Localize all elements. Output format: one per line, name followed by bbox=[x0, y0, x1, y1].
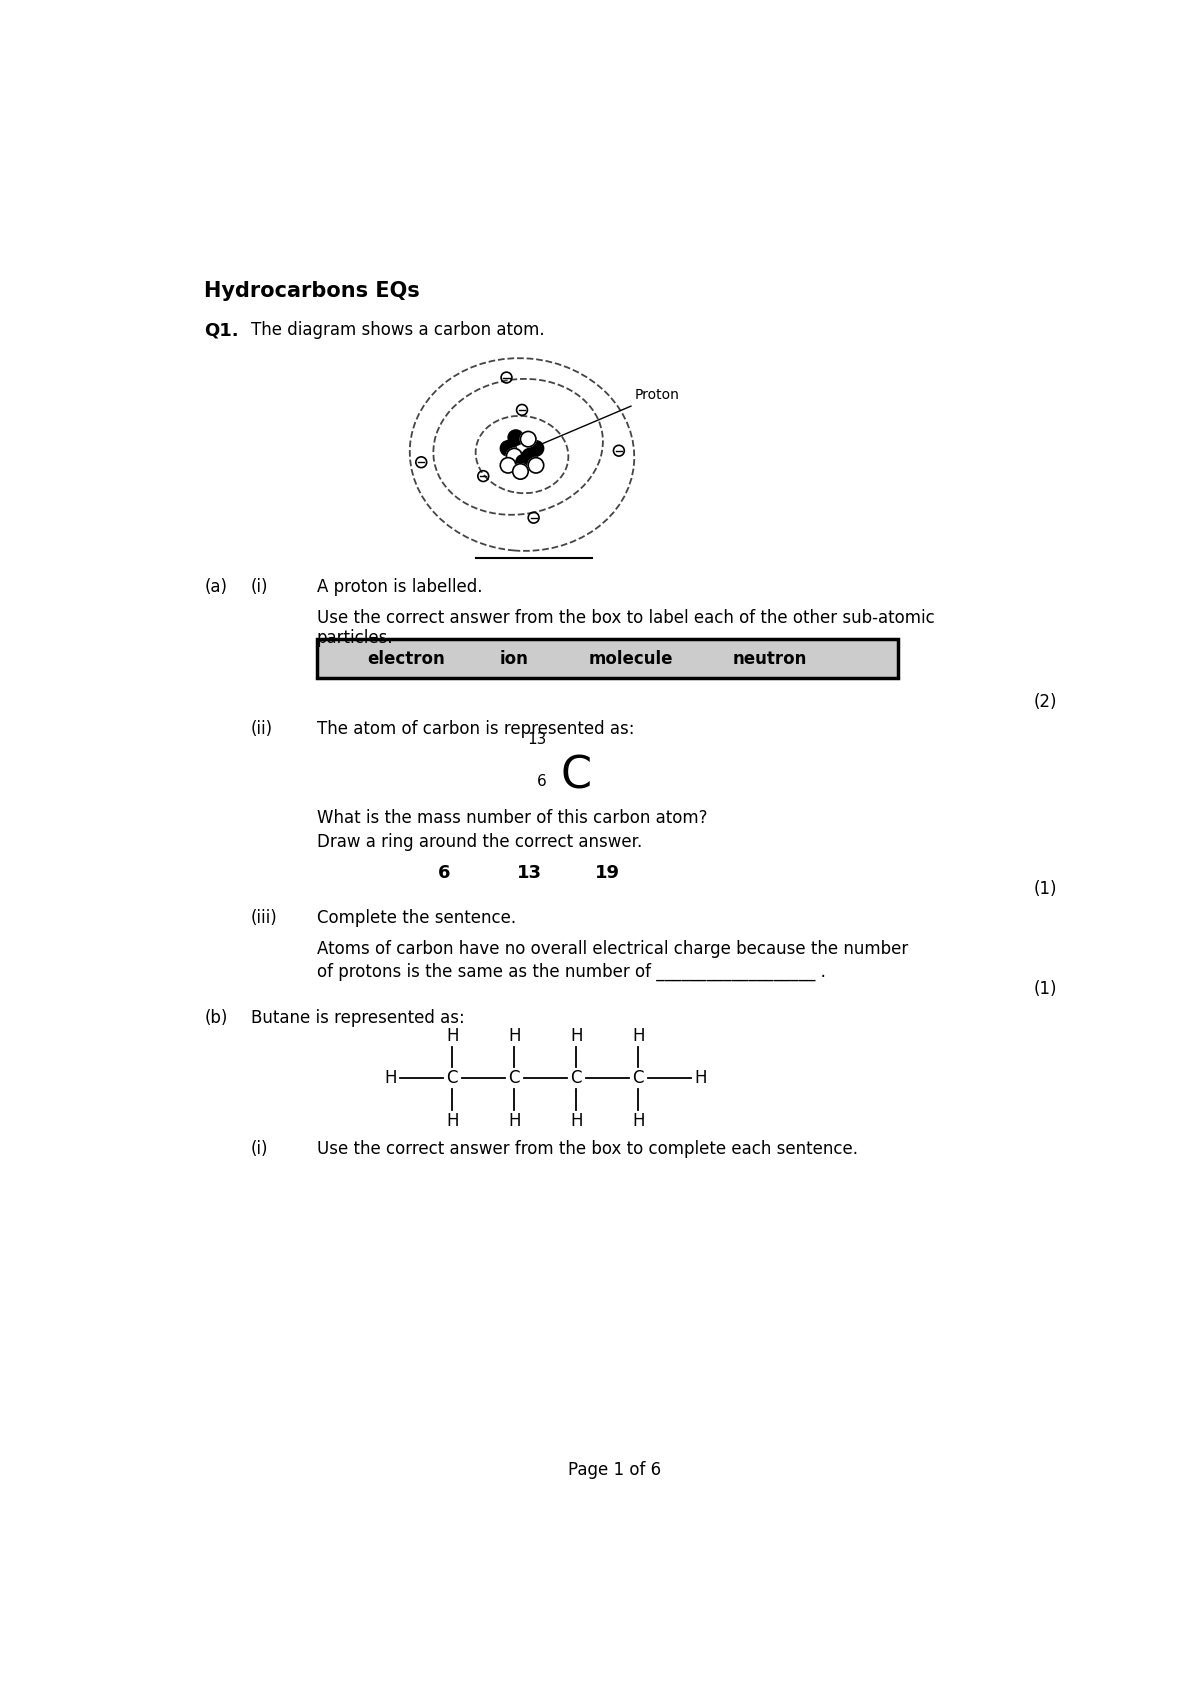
Text: Q1.: Q1. bbox=[204, 321, 239, 339]
Text: H: H bbox=[570, 1026, 582, 1045]
Text: H: H bbox=[694, 1068, 707, 1087]
Text: (i): (i) bbox=[251, 578, 269, 595]
Text: 6: 6 bbox=[538, 773, 547, 789]
Text: particles.: particles. bbox=[317, 629, 394, 648]
Text: Butane is represented as:: Butane is represented as: bbox=[251, 1009, 464, 1028]
Text: H: H bbox=[446, 1026, 458, 1045]
Circle shape bbox=[512, 463, 528, 480]
Text: Page 1 of 6: Page 1 of 6 bbox=[569, 1460, 661, 1479]
Text: Atoms of carbon have no overall electrical charge because the number: Atoms of carbon have no overall electric… bbox=[317, 940, 908, 958]
Text: The diagram shows a carbon atom.: The diagram shows a carbon atom. bbox=[251, 321, 545, 339]
Text: ion: ion bbox=[500, 650, 529, 668]
Text: C: C bbox=[570, 1068, 582, 1087]
Text: What is the mass number of this carbon atom?: What is the mass number of this carbon a… bbox=[317, 809, 707, 826]
Text: (ii): (ii) bbox=[251, 721, 272, 738]
Text: (iii): (iii) bbox=[251, 909, 277, 926]
Text: (i): (i) bbox=[251, 1140, 269, 1158]
Text: H: H bbox=[384, 1068, 396, 1087]
Circle shape bbox=[528, 441, 544, 456]
Text: 13: 13 bbox=[528, 733, 547, 748]
Circle shape bbox=[516, 455, 532, 470]
Text: electron: electron bbox=[367, 650, 445, 668]
Text: (b): (b) bbox=[204, 1009, 228, 1028]
Circle shape bbox=[522, 448, 538, 463]
Text: H: H bbox=[570, 1111, 582, 1130]
Text: (a): (a) bbox=[204, 578, 227, 595]
Circle shape bbox=[528, 458, 544, 473]
Circle shape bbox=[500, 458, 516, 473]
Text: Complete the sentence.: Complete the sentence. bbox=[317, 909, 516, 926]
Text: A proton is labelled.: A proton is labelled. bbox=[317, 578, 482, 595]
Text: of protons is the same as the number of ___________________ .: of protons is the same as the number of … bbox=[317, 963, 826, 980]
Text: Proton: Proton bbox=[534, 388, 679, 448]
Text: Use the correct answer from the box to label each of the other sub-atomic: Use the correct answer from the box to l… bbox=[317, 609, 935, 626]
Text: 19: 19 bbox=[595, 865, 619, 882]
Text: H: H bbox=[508, 1111, 521, 1130]
Text: neutron: neutron bbox=[733, 650, 808, 668]
Text: H: H bbox=[508, 1026, 521, 1045]
Text: Hydrocarbons EQs: Hydrocarbons EQs bbox=[204, 280, 420, 300]
Text: 13: 13 bbox=[517, 865, 542, 882]
Circle shape bbox=[516, 438, 532, 453]
Circle shape bbox=[508, 429, 523, 446]
Circle shape bbox=[500, 441, 516, 456]
Text: 6: 6 bbox=[438, 865, 451, 882]
Text: H: H bbox=[632, 1026, 644, 1045]
Text: H: H bbox=[446, 1111, 458, 1130]
Text: molecule: molecule bbox=[588, 650, 673, 668]
Text: Use the correct answer from the box to complete each sentence.: Use the correct answer from the box to c… bbox=[317, 1140, 858, 1158]
Bar bbox=[317, 639, 898, 678]
Text: C: C bbox=[509, 1068, 520, 1087]
Circle shape bbox=[506, 448, 522, 463]
Text: The atom of carbon is represented as:: The atom of carbon is represented as: bbox=[317, 721, 634, 738]
Text: C: C bbox=[632, 1068, 644, 1087]
Text: (1): (1) bbox=[1033, 980, 1057, 997]
Text: C: C bbox=[560, 755, 592, 797]
Circle shape bbox=[521, 431, 536, 446]
Text: Draw a ring around the correct answer.: Draw a ring around the correct answer. bbox=[317, 833, 642, 851]
Text: (1): (1) bbox=[1033, 880, 1057, 897]
Text: C: C bbox=[446, 1068, 458, 1087]
Text: (2): (2) bbox=[1033, 694, 1057, 711]
Text: H: H bbox=[632, 1111, 644, 1130]
